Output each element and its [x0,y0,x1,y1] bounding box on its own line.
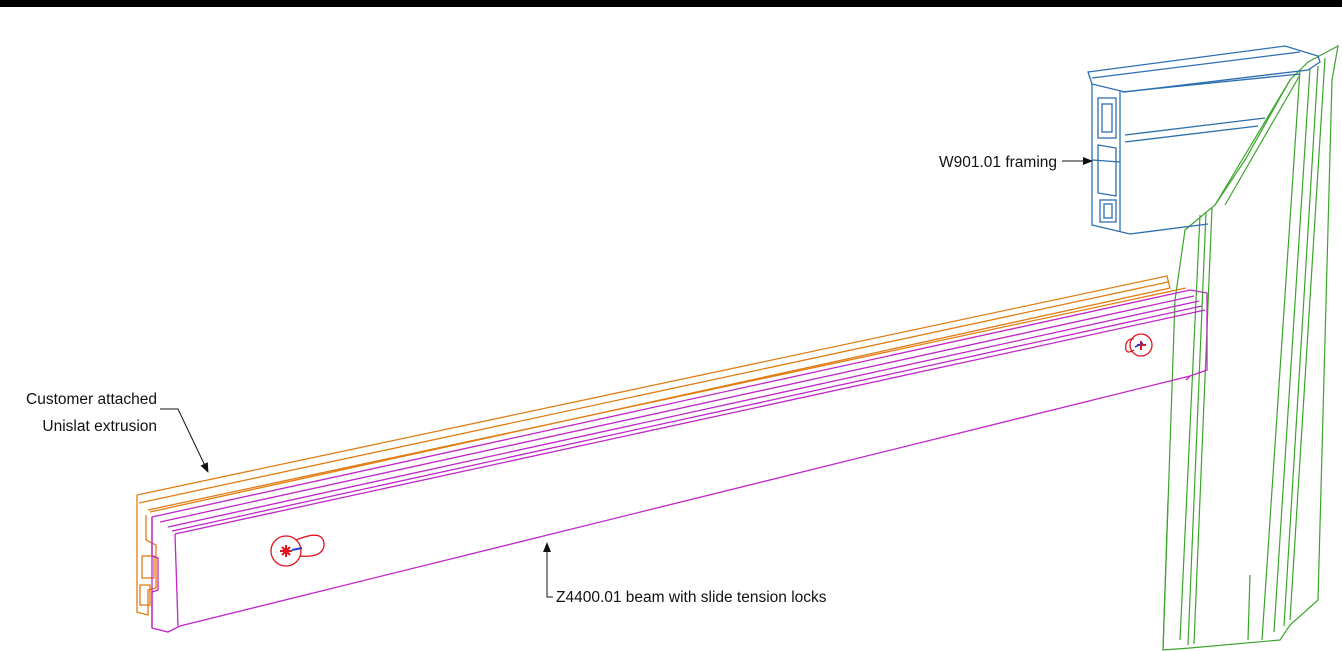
framing-callout-label: W901.01 framing [939,154,1057,171]
slide-tension-lock-right [1125,333,1153,357]
vertical-post [1162,44,1339,651]
z4400-beam [151,289,1208,633]
unislat-extrusion [136,275,1187,616]
extrusion-callout-line2: Unislat extrusion [42,418,157,435]
framing-header [1087,45,1321,235]
beam-leader-arrow [543,542,553,598]
top-border-rule [0,0,1342,7]
extrusion-leader-arrow [160,408,209,473]
slide-tension-lock-left [270,534,325,567]
extrusion-callout-line1: Customer attached [26,391,157,408]
beam-callout-label: Z4400.01 beam with slide tension locks [556,589,827,606]
